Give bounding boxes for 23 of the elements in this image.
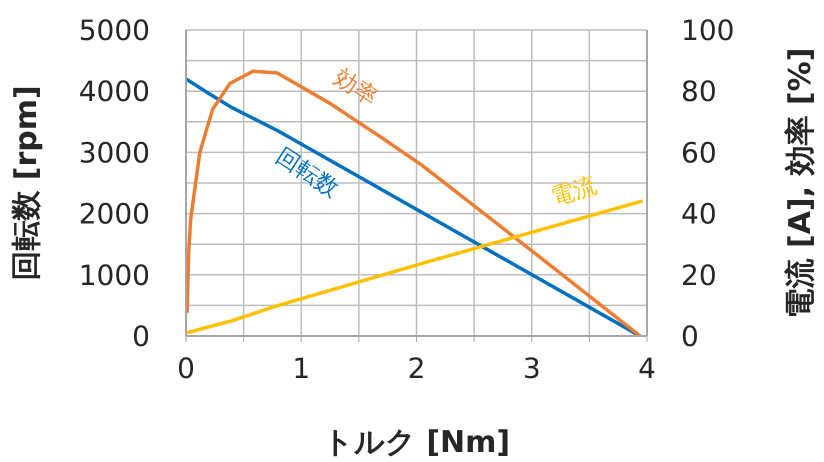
y2-tick-label: 80 [681,75,717,108]
y2-axis-title: 電流 [A], 効率 [%] [783,48,818,318]
y2-tick-label: 60 [681,136,717,170]
y-tick-label: 5000 [78,14,150,47]
y-axis-title: 回転数 [rpm] [9,85,44,281]
x-tick-label: 1 [292,352,310,385]
x-tick-label: 4 [638,352,656,385]
y2-tick-label: 100 [681,14,734,47]
x-tick-label: 2 [408,352,426,385]
y2-tick-label: 40 [681,198,717,231]
y-tick-label: 0 [132,320,150,353]
y-tick-label: 3000 [78,136,150,170]
text: 回転数 [271,143,344,202]
x-axis-title: トルク [Nm] [322,425,510,460]
text: 電流 [548,172,600,211]
text: 効率 [329,64,382,112]
y2-tick-label: 0 [681,320,699,353]
y-tick-label: 2000 [78,198,150,231]
x-tick-label: 0 [177,352,195,385]
y-tick-label: 4000 [78,75,150,108]
x-tick-label: 3 [522,352,541,385]
y-tick-label: 1000 [78,258,150,292]
y2-tick-label: 20 [681,258,717,292]
